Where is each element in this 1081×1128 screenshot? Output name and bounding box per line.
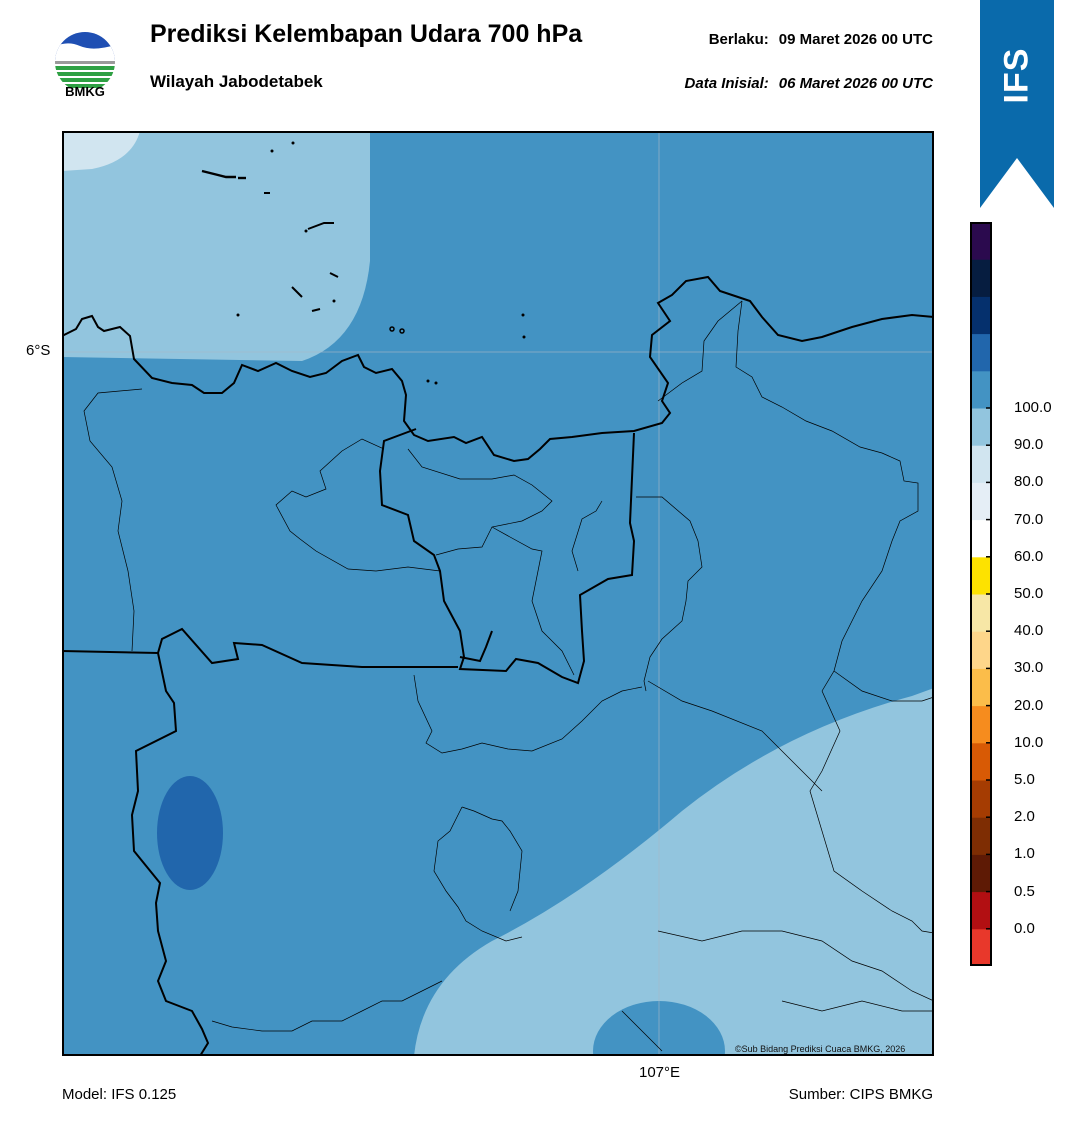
colorbar-swatch <box>970 668 992 707</box>
lon-tick-label: 107°E <box>639 1064 681 1081</box>
colorbar-tick-label: 5.0 <box>1014 771 1035 788</box>
source-info: Sumber: CIPS BMKG <box>788 1086 933 1103</box>
ifs-banner <box>980 0 1054 208</box>
colorbar-tick-label: 1.0 <box>1014 845 1035 863</box>
colorbar-swatch <box>970 333 992 372</box>
colorbar-tick-label: 0.0 <box>1014 919 1035 937</box>
island <box>307 222 334 230</box>
colorbar-swatch <box>970 482 992 521</box>
humidity-fill-very-light <box>62 131 140 171</box>
island <box>291 286 303 298</box>
colorbar-swatch <box>970 408 992 446</box>
lat-tick-label: 6°S <box>26 342 51 359</box>
colorbar-tick-label: 50.0 <box>1014 585 1044 602</box>
coastline <box>62 275 934 463</box>
colorbar-swatch <box>970 891 992 930</box>
colorbar-swatch <box>970 296 992 335</box>
humidity-fill-dark-blob <box>157 776 223 890</box>
colorbar-tick-label: 30.0 <box>1014 659 1044 677</box>
colorbar-swatch <box>970 259 992 297</box>
colorbar-swatch <box>970 594 992 632</box>
init-label: Data Inisial: <box>684 75 769 92</box>
colorbar <box>970 222 992 966</box>
model-info: Model: IFS 0.125 <box>62 1086 177 1103</box>
colorbar-swatch <box>970 705 992 744</box>
humidity-fill-light-nw <box>62 131 370 361</box>
colorbar-swatch <box>970 817 992 855</box>
map-frame <box>62 131 934 1056</box>
colorbar-tick-label: 10.0 <box>1014 733 1044 751</box>
colorbar-tick-label: 40.0 <box>1014 622 1044 640</box>
colorbar-swatch <box>970 780 992 818</box>
colorbar-tick-label: 100.0 <box>1014 399 1052 416</box>
map-subtitle: Wilayah Jabodetabek <box>150 72 323 91</box>
colorbar-tick-label: 80.0 <box>1014 473 1044 491</box>
ifs-banner-text: IFS <box>997 47 1036 103</box>
colorbar-tick-label: 0.5 <box>1014 882 1035 900</box>
colorbar-swatch <box>970 519 992 558</box>
valid-time: Berlaku: 09 Maret 2026 00 UTC <box>709 31 933 48</box>
init-value: 06 Maret 2026 00 UTC <box>778 75 933 92</box>
colorbar-swatch <box>970 631 992 669</box>
colorbar-swatch <box>970 445 992 483</box>
island <box>201 169 236 179</box>
colorbar-swatch <box>970 854 992 893</box>
copyright-note: ©Sub Bidang Prediksi Cuaca BMKG, 2026 <box>735 1044 906 1054</box>
humidity-fill-light-se <box>414 688 934 1056</box>
colorbar-tick-label: 20.0 <box>1014 696 1044 714</box>
colorbar-tick-label: 2.0 <box>1014 808 1035 826</box>
init-time: Data Inisial: 06 Maret 2026 00 UTC <box>685 75 933 92</box>
colorbar-swatch <box>970 556 992 595</box>
district-boundaries <box>83 300 934 1052</box>
colorbar-swatch <box>970 370 992 409</box>
colorbar-tick-label: 70.0 <box>1014 510 1044 528</box>
colorbar-swatch <box>970 222 992 260</box>
bmkg-logo <box>55 32 115 88</box>
province-boundary-west <box>130 652 210 1056</box>
map-title: Prediksi Kelembapan Udara 700 hPa <box>150 20 583 48</box>
logo-text: BMKG <box>65 84 105 99</box>
province-boundary <box>378 428 636 685</box>
colorbar-tick-label: 90.0 <box>1014 436 1044 454</box>
colorbar-tick-label: 60.0 <box>1014 547 1044 565</box>
valid-label: Berlaku: <box>708 31 769 48</box>
colorbar-swatch <box>970 742 992 781</box>
colorbar-swatch <box>970 928 992 966</box>
humidity-map <box>62 131 934 1056</box>
valid-value: 09 Maret 2026 00 UTC <box>778 31 933 48</box>
